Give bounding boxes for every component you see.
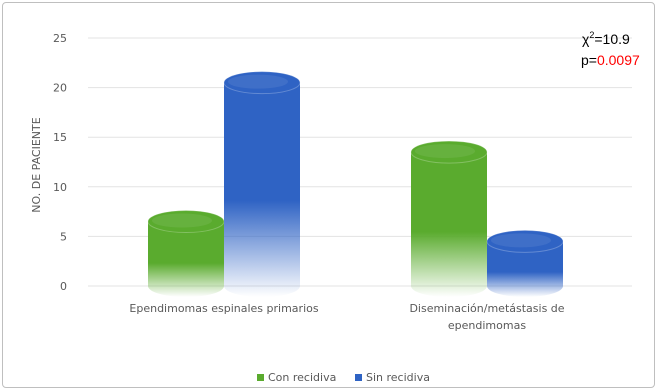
legend-label: Con recidiva [268,371,336,384]
y-axis-label: NO. DE PACIENTE [30,117,43,212]
bar-top-highlight [491,233,551,248]
bar-sin-recidiva [223,71,301,297]
bar-top-highlight [152,213,212,228]
bar-con-recidiva [410,140,488,297]
p-prefix: p= [581,52,597,68]
y-tick-label: 20 [53,82,67,95]
bar-top [410,140,488,164]
legend-item: Con recidiva [257,371,336,384]
x-axis-categories: Ependimomas espinales primarios Diseminac… [129,302,564,332]
bar-top-highlight [228,74,288,89]
bar-body [411,152,487,297]
legend: Con recidiva Sin recidiva [257,371,430,384]
p-value-annotation: p=0.0097 [581,52,640,68]
bar-top [223,71,301,95]
y-tick-label: 0 [60,280,67,293]
legend-label: Sin recidiva [366,371,430,384]
bar-body [224,82,300,297]
chart-frame [2,2,655,388]
bar-con-recidiva [147,210,225,297]
bars [147,71,564,297]
chi-square-annotation: χ2=10.9 [582,30,630,47]
legend-swatch [257,374,264,381]
bar-top [486,229,564,253]
chi-value: =10.9 [594,31,630,47]
bar-top-highlight [415,144,475,159]
x-category-label: Diseminación/metástasis de ependimomas [409,302,564,332]
bar-body [487,241,563,297]
y-tick-label: 10 [53,181,67,194]
chi-symbol: χ [582,31,590,47]
y-axis-ticks: 0 5 10 15 20 25 [53,32,67,293]
y-tick-label: 25 [53,32,67,45]
y-tick-label: 5 [60,230,67,243]
y-tick-label: 15 [53,131,67,144]
p-value: 0.0097 [597,52,640,68]
legend-swatch [355,374,362,381]
chi-exponent: 2 [589,30,594,40]
bar-sin-recidiva [486,229,564,297]
bar-body [148,221,224,297]
legend-item: Sin recidiva [355,371,430,384]
x-category-label: Ependimomas espinales primarios [129,302,318,315]
